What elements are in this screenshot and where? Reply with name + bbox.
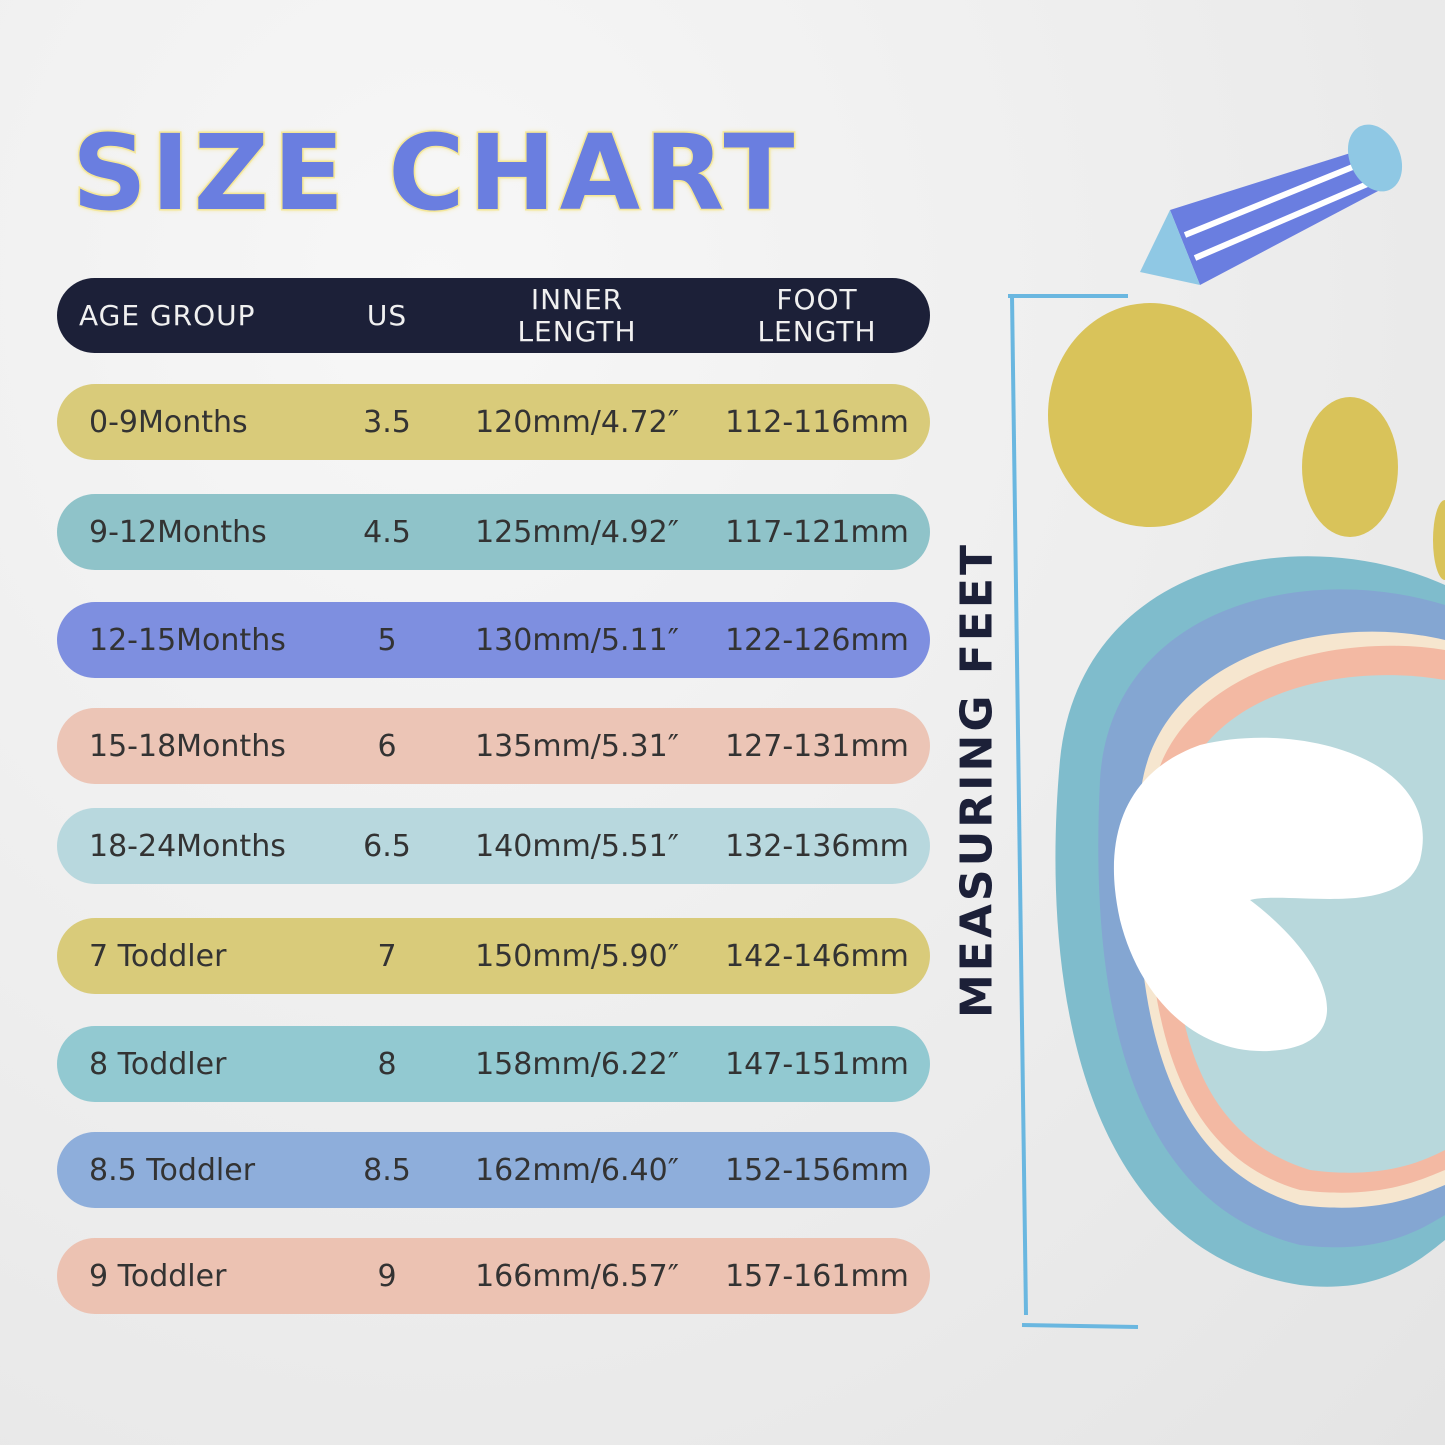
table-row: 8 Toddler 8 158mm/6.22″ 147-151mm [57,1026,930,1102]
header-foot-length: FOOT LENGTH [757,282,877,348]
inner-length-cell: 162mm/6.40″ [475,1152,679,1188]
us-size-cell: 8 [377,1046,397,1082]
header-us: US [366,298,408,332]
age-group-cell: 9 Toddler [89,1258,227,1294]
table-row: 9-12Months 4.5 125mm/4.92″ 117-121mm [57,494,930,570]
foot-length-cell: 142-146mm [725,938,909,974]
inner-length-cell: 150mm/5.90″ [475,938,679,974]
us-size-cell: 4.5 [363,514,411,550]
foot-length-cell: 112-116mm [725,404,909,440]
inner-length-cell: 140mm/5.51″ [475,828,679,864]
inner-length-cell: 130mm/5.11″ [475,622,679,658]
foot-length-cell: 152-156mm [725,1152,909,1188]
age-group-cell: 8 Toddler [89,1046,227,1082]
table-row: 9 Toddler 9 166mm/6.57″ 157-161mm [57,1238,930,1314]
table-row: 12-15Months 5 130mm/5.11″ 122-126mm [57,602,930,678]
us-size-cell: 9 [377,1258,397,1294]
table-header: AGE GROUP US INNER LENGTH FOOT LENGTH [57,278,930,353]
us-size-cell: 6.5 [363,828,411,864]
table-row: 18-24Months 6.5 140mm/5.51″ 132-136mm [57,808,930,884]
page-title: SIZE CHART [70,111,799,236]
inner-length-cell: 120mm/4.72″ [475,404,679,440]
us-size-cell: 3.5 [363,404,411,440]
measuring-bracket [1008,294,1139,1329]
age-group-cell: 0-9Months [89,404,248,440]
age-group-cell: 15-18Months [89,728,286,764]
foot-length-cell: 157-161mm [725,1258,909,1294]
header-age-group: AGE GROUP [79,298,256,332]
table-row: 7 Toddler 7 150mm/5.90″ 142-146mm [57,918,930,994]
inner-length-cell: 158mm/6.22″ [475,1046,679,1082]
age-group-cell: 7 Toddler [89,938,227,974]
foot-length-cell: 122-126mm [725,622,909,658]
foot-length-cell: 117-121mm [725,514,909,550]
inner-length-cell: 125mm/4.92″ [475,514,679,550]
foot-sole-icon [1055,556,1445,1287]
table-row: 0-9Months 3.5 120mm/4.72″ 112-116mm [57,384,930,460]
age-group-cell: 9-12Months [89,514,267,550]
inner-length-cell: 135mm/5.31″ [475,728,679,764]
us-size-cell: 8.5 [363,1152,411,1188]
foot-length-cell: 147-151mm [725,1046,909,1082]
measuring-feet-label: MEASURING FEET [951,541,1003,1019]
us-size-cell: 6 [377,728,397,764]
pencil-icon [1140,124,1403,285]
age-group-cell: 18-24Months [89,828,286,864]
inner-length-cell: 166mm/6.57″ [475,1258,679,1294]
toe-icons [1048,303,1445,580]
foot-length-cell: 127-131mm [725,728,909,764]
table-row: 8.5 Toddler 8.5 162mm/6.40″ 152-156mm [57,1132,930,1208]
age-group-cell: 8.5 Toddler [89,1152,256,1188]
us-size-cell: 7 [377,938,397,974]
table-row: 15-18Months 6 135mm/5.31″ 127-131mm [57,708,930,784]
header-inner-length: INNER LENGTH [517,282,637,348]
us-size-cell: 5 [377,622,397,658]
age-group-cell: 12-15Months [89,622,286,658]
foot-length-cell: 132-136mm [725,828,909,864]
